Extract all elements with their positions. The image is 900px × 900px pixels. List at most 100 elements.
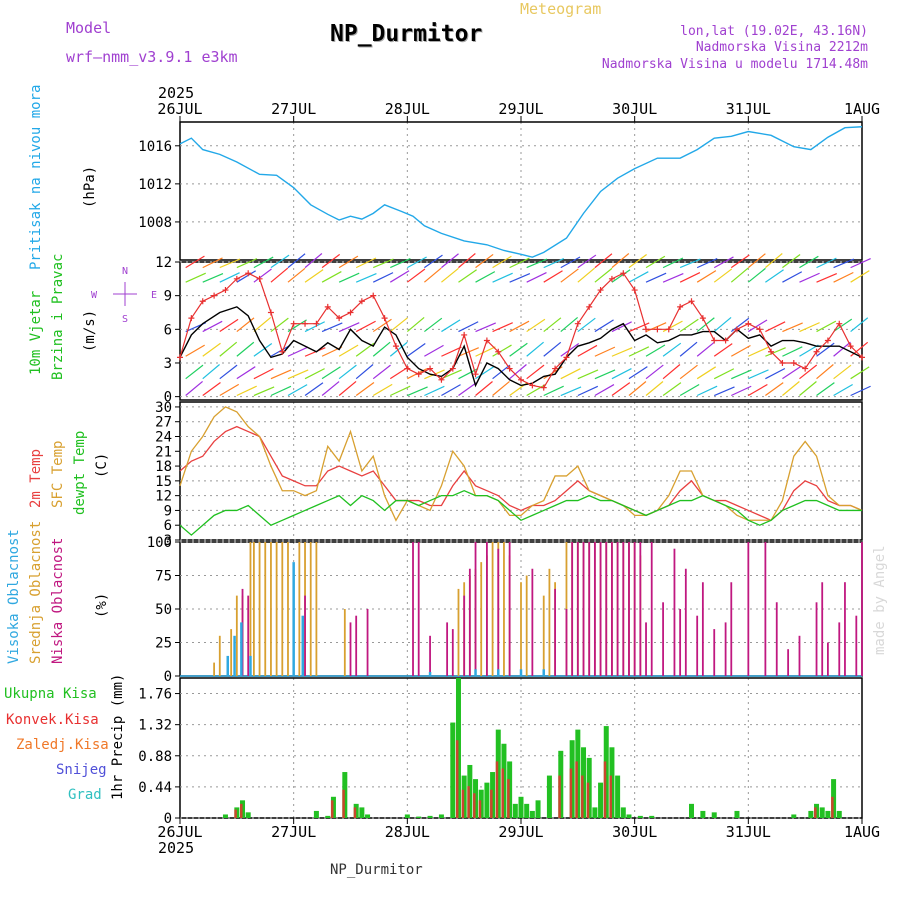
conv-precip-bar [586, 782, 590, 818]
wind-direction-arrow [833, 318, 853, 333]
total-precip-bar [416, 816, 422, 818]
wind-direction-arrow [696, 258, 718, 269]
total-precip-bar [819, 807, 825, 818]
wind-gust-marker [302, 320, 309, 327]
wind-direction-arrow [321, 366, 341, 380]
wind-gust-marker [756, 326, 763, 333]
total-precip-bar [245, 812, 251, 818]
x-tick-label-top: 27JUL [271, 100, 316, 118]
wind-direction-arrow [304, 269, 324, 283]
footer-title: NP_Durmitor [330, 862, 423, 878]
wind-direction-arrow [747, 267, 766, 283]
wind-gust-marker [699, 315, 706, 322]
wind-direction-arrow [628, 253, 647, 269]
wind-direction-arrow [304, 347, 326, 357]
wind-direction-arrow [782, 271, 803, 283]
wind-direction-arrow [406, 343, 426, 357]
wind-direction-arrow [287, 384, 308, 397]
wind-direction-arrow [355, 320, 376, 333]
wind-direction-arrow [611, 269, 631, 283]
wind-direction-arrow [202, 382, 221, 396]
y-tick-label: 1012 [138, 177, 172, 193]
conv-precip-bar [575, 761, 578, 818]
wind-direction-arrow [679, 364, 698, 380]
wind-direction-arrow [424, 344, 444, 357]
wind-gust-marker [461, 331, 468, 338]
wind-direction-arrow [458, 382, 477, 397]
wind-direction-arrow [219, 318, 239, 333]
wind-direction-arrow [833, 364, 852, 380]
total-precip-bar [529, 810, 535, 818]
wind-direction-arrow [372, 383, 393, 397]
wind-direction-arrow [782, 346, 803, 357]
wind-direction-arrow [816, 382, 835, 396]
precip-legend-snow: Snijeg [56, 762, 107, 778]
wind-direction-arrow [219, 341, 238, 357]
total-precip-bar [689, 803, 694, 818]
wind-direction-arrow [304, 321, 325, 333]
wind-direction-arrow [730, 254, 750, 269]
wind-gust-marker [188, 315, 195, 322]
total-precip-bar [518, 796, 524, 818]
wind-gust-marker [677, 303, 684, 310]
total-precip-bar [649, 815, 655, 818]
wind-direction-arrow [628, 381, 647, 396]
wind-gust-marker [779, 359, 786, 366]
wind-direction-arrow [713, 316, 732, 333]
wind-direction-arrow [577, 344, 598, 357]
page-title: NP_Durmitor [330, 21, 483, 47]
x-tick-label-bottom: 1AUG [844, 823, 880, 841]
conv-precip-bar [234, 809, 237, 818]
total-precip-bar [222, 814, 228, 818]
wind-direction-arrow [390, 385, 411, 397]
wind-direction-arrow [270, 369, 292, 380]
wind-direction-arrow [492, 381, 510, 396]
conv-precip-bar [581, 775, 584, 818]
conv-precip-bar [455, 740, 459, 818]
wind-direction-arrow [594, 319, 614, 333]
wind-direction-arrow [355, 257, 377, 269]
wind-direction-arrow [202, 364, 220, 380]
wind-direction-arrow [219, 364, 238, 380]
y-tick-label: 18 [155, 459, 172, 475]
wind-direction-arrow [594, 346, 616, 357]
wind-direction-arrow [850, 270, 870, 283]
year-label-bottom: 2025 [158, 839, 195, 857]
conv-precip-bar [342, 789, 345, 818]
wind-gust-marker [859, 354, 865, 361]
wind-direction-arrow [543, 341, 562, 357]
wind-direction-arrow [321, 253, 341, 269]
wind-direction-arrow [543, 385, 564, 397]
wind-direction-arrow [543, 317, 562, 333]
wind-direction-arrow [338, 364, 357, 380]
conv-precip-bar [495, 761, 499, 818]
wind-direction-arrow [833, 271, 854, 283]
wind-gust-marker [643, 326, 650, 333]
y-tick-label: 0 [164, 811, 172, 827]
wind-direction-arrow [662, 257, 684, 269]
pressure-line [179, 126, 863, 258]
wind-direction-arrow [816, 342, 835, 357]
y-tick-label: 3 [164, 356, 172, 372]
wind-direction-arrow [492, 344, 512, 357]
conv-precip-bar [240, 803, 243, 818]
wind-gust-marker [449, 365, 456, 372]
wind-gust-marker [381, 315, 388, 322]
x-tick-label-bottom: 26JUL [157, 823, 202, 841]
wind-direction-arrow [764, 253, 783, 269]
wind-direction-arrow [304, 368, 325, 380]
wind-direction-arrow [628, 322, 650, 333]
model-altitude-label: Nadmorska Visina u modelu 1714.48m [601, 57, 868, 72]
wind-direction-arrow [713, 386, 735, 397]
conv-precip-bar [814, 807, 817, 818]
y-tick-label: 9 [164, 503, 172, 519]
wind-direction-arrow [338, 322, 360, 333]
total-precip-bar [484, 782, 490, 818]
panel-frame-2 [179, 401, 863, 541]
total-precip-bar [546, 775, 552, 818]
wind-gust-marker [631, 287, 638, 294]
wind-direction-arrow [526, 341, 544, 357]
conv-precip-bar [473, 793, 476, 818]
wind-direction-arrow [731, 369, 752, 380]
compass-e-label: E [151, 290, 157, 301]
